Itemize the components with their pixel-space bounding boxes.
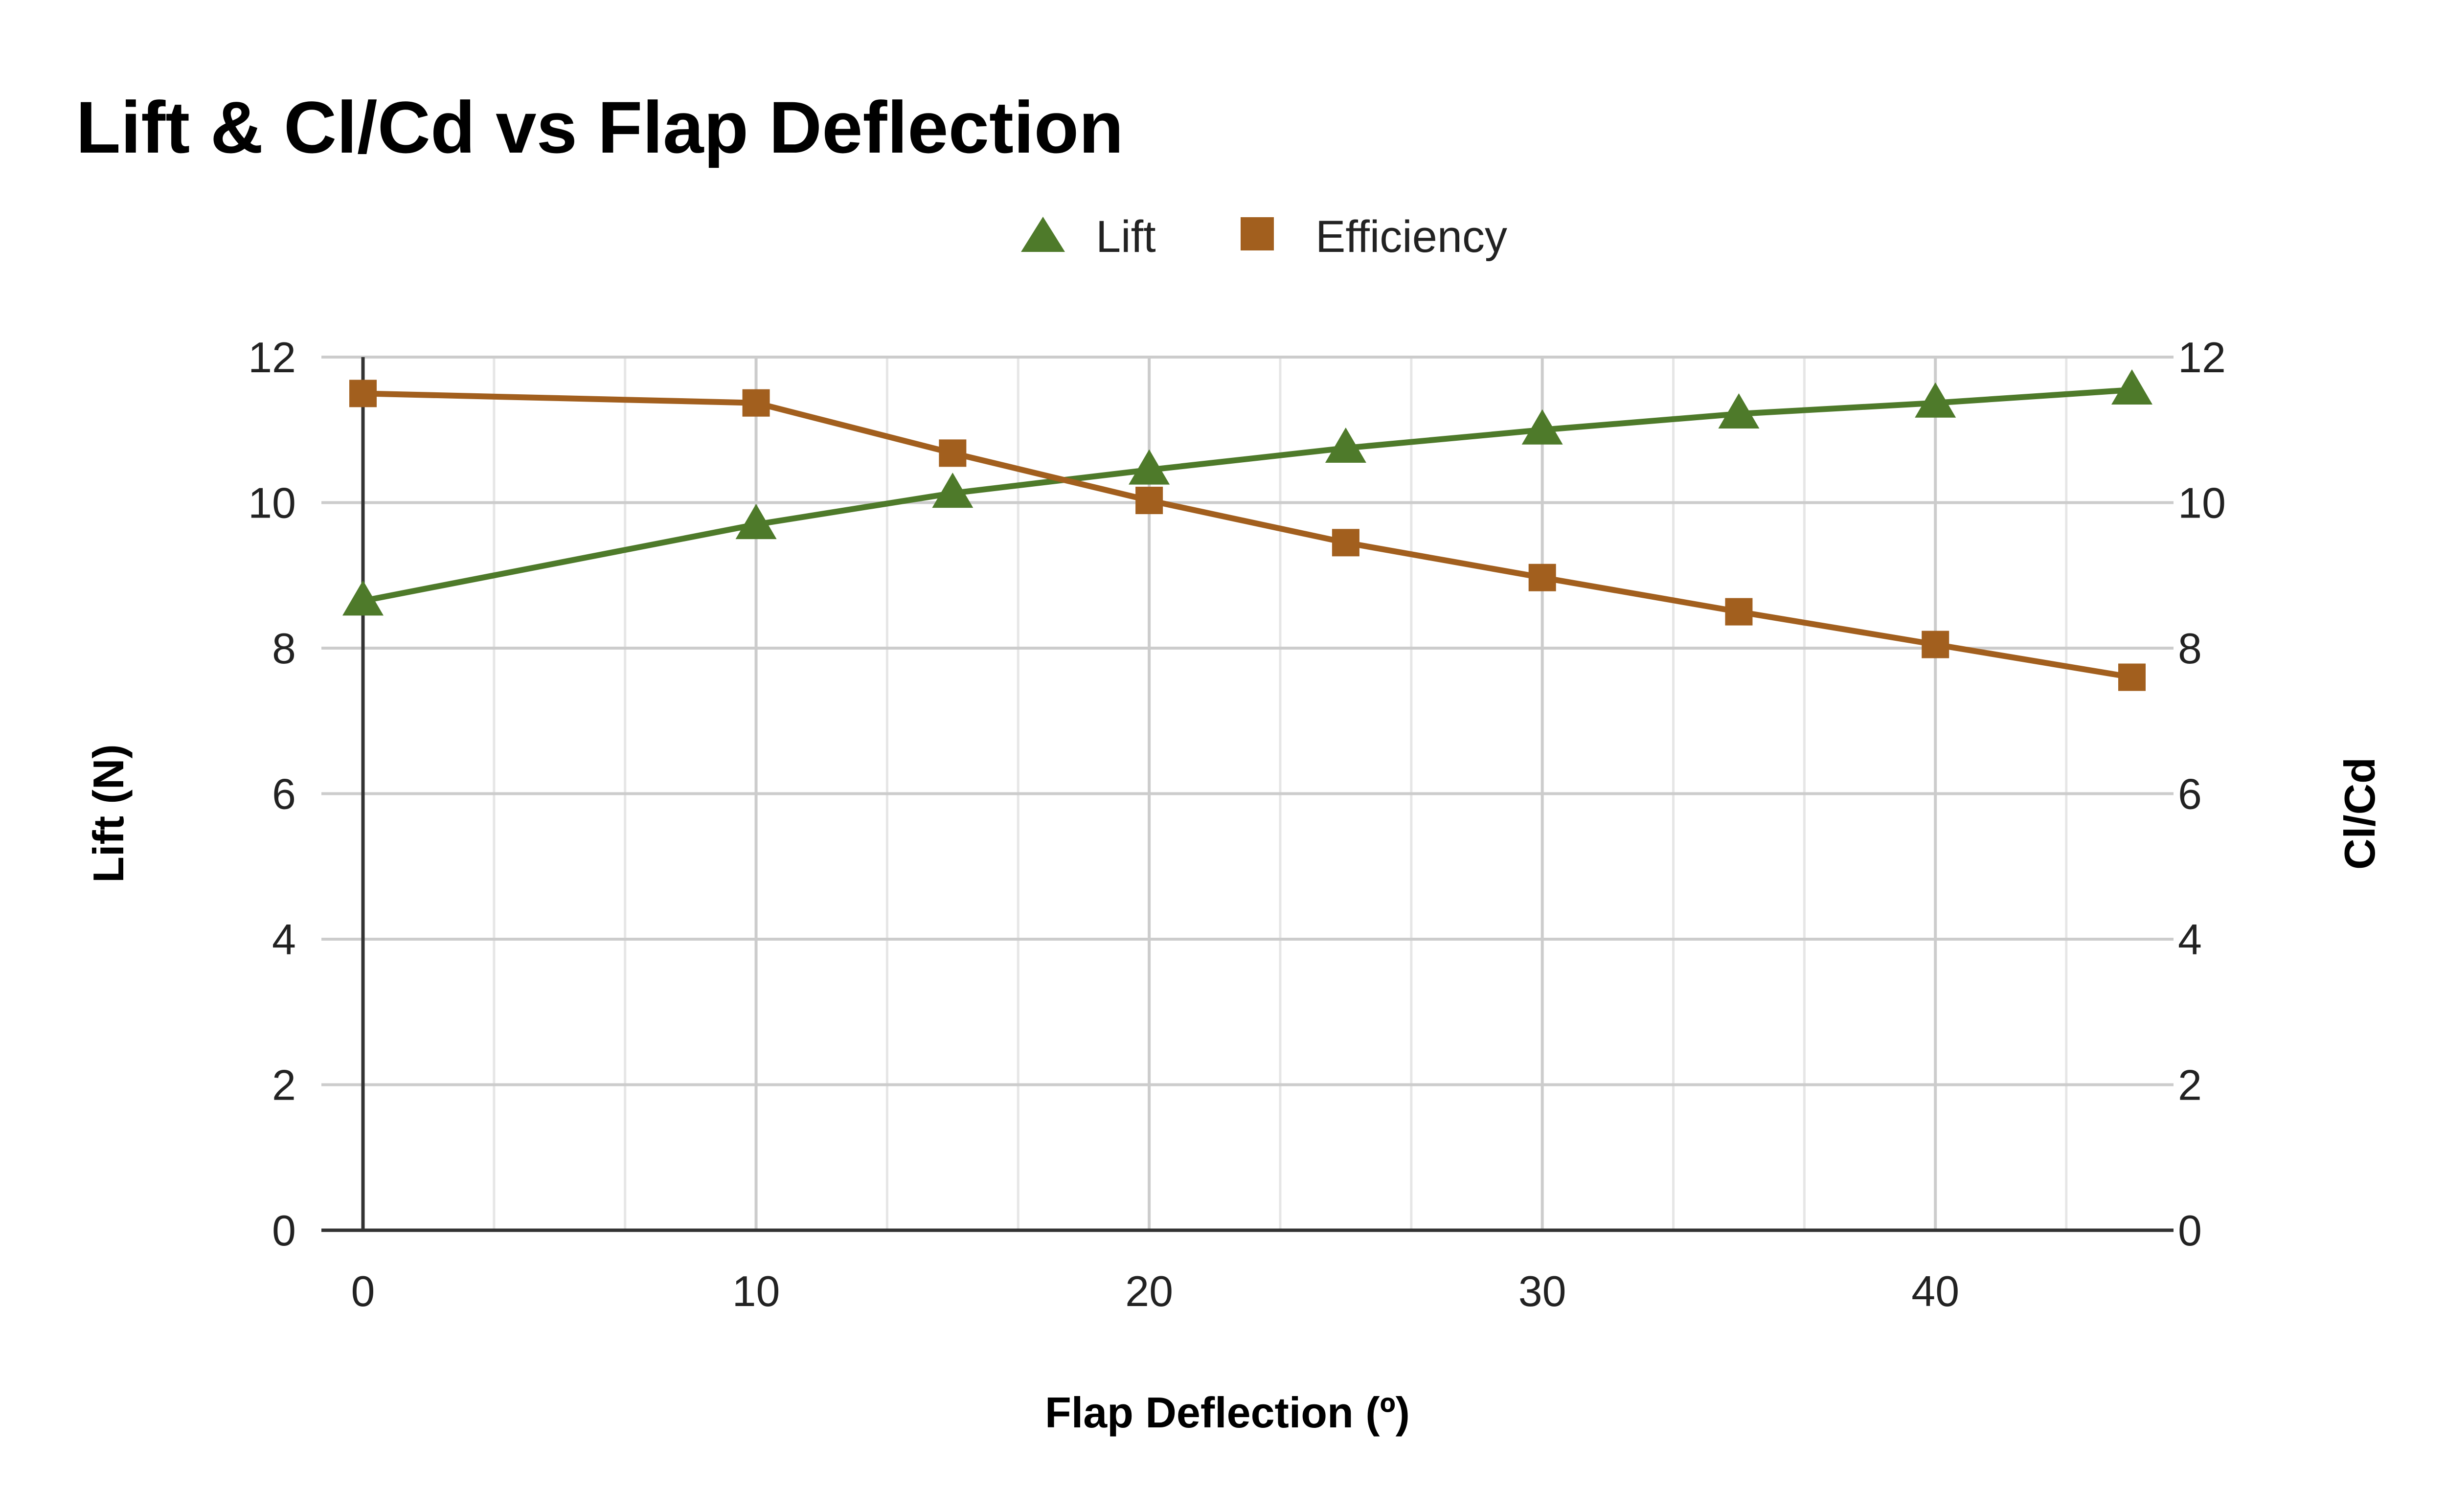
grid	[321, 356, 2174, 1230]
legend-marker-lift	[1021, 217, 1065, 252]
data-point-lift	[342, 580, 384, 616]
legend-marker-efficiency	[1241, 217, 1274, 250]
data-point-efficiency	[1135, 487, 1163, 515]
y-tick-label-left: 12	[248, 333, 296, 382]
x-tick-label: 40	[1911, 1267, 1959, 1315]
x-tick-label: 10	[732, 1267, 780, 1315]
data-point-lift	[1129, 449, 1170, 485]
legend: Lift Efficiency	[1021, 212, 1507, 262]
y-tick-label-left: 0	[272, 1206, 296, 1255]
data-point-lift	[2111, 369, 2152, 405]
y-axis-title-right: Cl/Cd	[2335, 757, 2384, 870]
chart-title: Lift & Cl/Cd vs Flap Deflection	[76, 86, 1124, 168]
x-axis-title: Flap Deflection (º)	[1045, 1388, 1410, 1437]
x-tick-label: 0	[351, 1267, 375, 1315]
data-point-lift	[932, 473, 974, 508]
y-tick-label-right: 10	[2178, 479, 2226, 527]
data-point-efficiency	[1922, 631, 1949, 658]
x-tick-label: 30	[1518, 1267, 1566, 1315]
data-point-efficiency	[742, 389, 770, 417]
y-tick-label-left: 4	[272, 915, 296, 964]
y-tick-label-right: 6	[2178, 770, 2202, 818]
legend-label-lift: Lift	[1096, 212, 1156, 262]
data-point-efficiency	[1528, 564, 1556, 591]
data-point-lift	[1718, 393, 1760, 429]
y-tick-label-right: 0	[2178, 1206, 2202, 1255]
y-tick-label-left: 10	[248, 479, 296, 527]
y-tick-label-right: 12	[2178, 333, 2226, 382]
data-point-efficiency	[2118, 663, 2146, 691]
axes	[321, 357, 2174, 1232]
data-point-efficiency	[1725, 598, 1753, 626]
data-point-lift	[735, 504, 777, 540]
y-axis-title-left: Lift (N)	[84, 744, 133, 882]
data-point-efficiency	[349, 380, 377, 407]
series-layer	[342, 369, 2152, 691]
y-tick-label-right: 4	[2178, 915, 2202, 964]
y-tick-label-right: 8	[2178, 624, 2202, 673]
x-tick-label: 20	[1125, 1267, 1173, 1315]
legend-label-efficiency: Efficiency	[1315, 212, 1507, 262]
y-tick-label-left: 6	[272, 770, 296, 818]
data-point-efficiency	[1332, 529, 1359, 557]
data-point-efficiency	[939, 439, 967, 467]
y-tick-label-left: 8	[272, 624, 296, 673]
tick-labels: 0 10 20 30 40 0 2 4 6 8 10 12 0 2 4 6 8 10 12	[248, 333, 2226, 1315]
data-point-lift	[1521, 409, 1563, 445]
y-tick-label-right: 2	[2178, 1061, 2202, 1109]
y-tick-label-left: 2	[272, 1061, 296, 1109]
data-point-lift	[1325, 427, 1366, 463]
data-point-lift	[1915, 382, 1956, 418]
